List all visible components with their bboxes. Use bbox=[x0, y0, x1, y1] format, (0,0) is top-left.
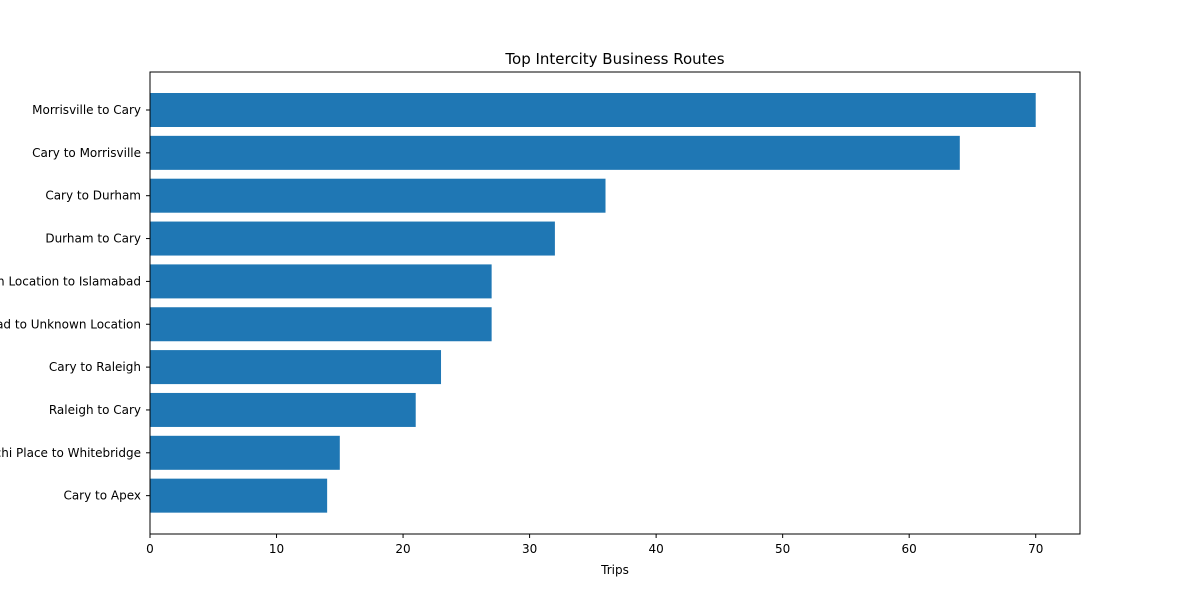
bar-2 bbox=[150, 135, 960, 170]
x-tick-label-4: 30 bbox=[522, 542, 537, 556]
y-tick-label-8: Raleigh to Cary bbox=[49, 403, 141, 417]
x-tick-label-7: 60 bbox=[902, 542, 917, 556]
x-tick-label-5: 40 bbox=[648, 542, 663, 556]
bar-1 bbox=[150, 93, 1036, 127]
bar-9 bbox=[150, 435, 340, 470]
chart-title: Top Intercity Business Routes bbox=[504, 50, 724, 68]
y-tick-label-6: Islamabad to Unknown Location bbox=[0, 317, 141, 331]
x-axis-label: Trips bbox=[600, 563, 629, 577]
bar-10 bbox=[150, 478, 328, 513]
plot-frame bbox=[149, 71, 1081, 535]
x-ticks: 0 10 20 30 40 50 60 70 bbox=[146, 534, 1043, 556]
y-tick-label-2: Cary to Morrisville bbox=[32, 146, 141, 160]
bar-8 bbox=[150, 392, 416, 427]
y-tick-label-4: Durham to Cary bbox=[45, 232, 141, 246]
y-tick-label-7: Cary to Raleigh bbox=[49, 360, 141, 374]
x-tick-label-3: 20 bbox=[395, 542, 410, 556]
bars-group bbox=[150, 93, 1036, 513]
y-tick-label-5: Unknown Location to Islamabad bbox=[0, 274, 141, 288]
x-tick-label-2: 10 bbox=[269, 542, 284, 556]
bar-6 bbox=[150, 307, 492, 342]
bar-5 bbox=[150, 264, 492, 299]
y-tick-label-10: Cary to Apex bbox=[63, 489, 141, 503]
y-tick-label-9: Kar?chi Place to Whitebridge bbox=[0, 446, 141, 460]
bar-7 bbox=[150, 350, 442, 385]
bar-3 bbox=[150, 178, 606, 213]
x-tick-label-1: 0 bbox=[146, 542, 154, 556]
x-tick-label-8: 70 bbox=[1028, 542, 1043, 556]
bar-4 bbox=[150, 221, 555, 256]
y-tick-labels: Morrisville to Cary Cary to Morrisville Ca… bbox=[0, 103, 150, 503]
y-tick-label-1: Morrisville to Cary bbox=[32, 103, 141, 117]
x-tick-label-6: 50 bbox=[775, 542, 790, 556]
y-tick-label-3: Cary to Durham bbox=[45, 189, 141, 203]
